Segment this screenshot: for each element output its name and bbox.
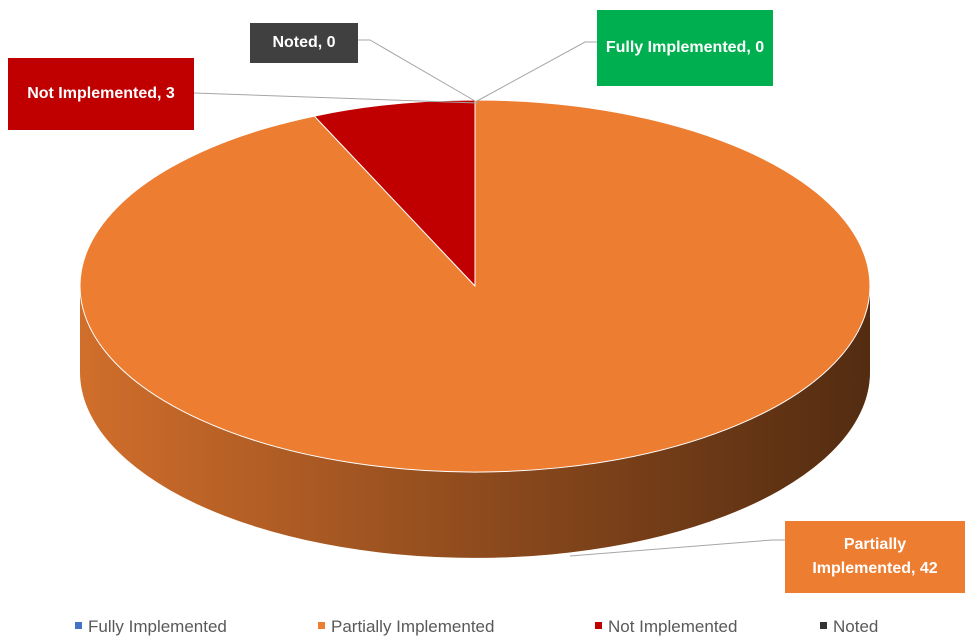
- pie-sides: [80, 286, 870, 558]
- legend-label: Noted: [833, 617, 879, 636]
- legend-item: Noted: [820, 614, 878, 640]
- legend-item: Fully Implemented: [75, 614, 227, 640]
- legend-swatch: [820, 622, 827, 630]
- slice: [313, 99, 476, 287]
- leader-line: [569, 539, 785, 557]
- legend-swatch: [318, 622, 325, 630]
- data-label: Not Implemented, 3: [8, 58, 194, 130]
- legend: Fully Implemented Partially Implemented No…: [0, 614, 968, 640]
- pie-top: [79, 99, 871, 473]
- legend-item: Not Implemented: [595, 614, 737, 640]
- data-label: Fully Implemented, 0: [597, 10, 773, 86]
- leader-line: [358, 39, 476, 102]
- chart: [79, 39, 871, 558]
- legend-swatch: [595, 622, 602, 630]
- data-label: Partially Implemented, 42: [785, 521, 965, 593]
- slice-side-shade: [80, 286, 870, 558]
- legend-label: Partially Implemented: [331, 617, 495, 636]
- data-label: Noted, 0: [250, 23, 358, 63]
- leader-line: [476, 41, 597, 102]
- legend-label: Fully Implemented: [88, 617, 227, 636]
- legend-swatch: [75, 622, 82, 630]
- legend-item: Partially Implemented: [318, 614, 494, 640]
- legend-label: Not Implemented: [608, 617, 738, 636]
- leader-line: [193, 92, 479, 104]
